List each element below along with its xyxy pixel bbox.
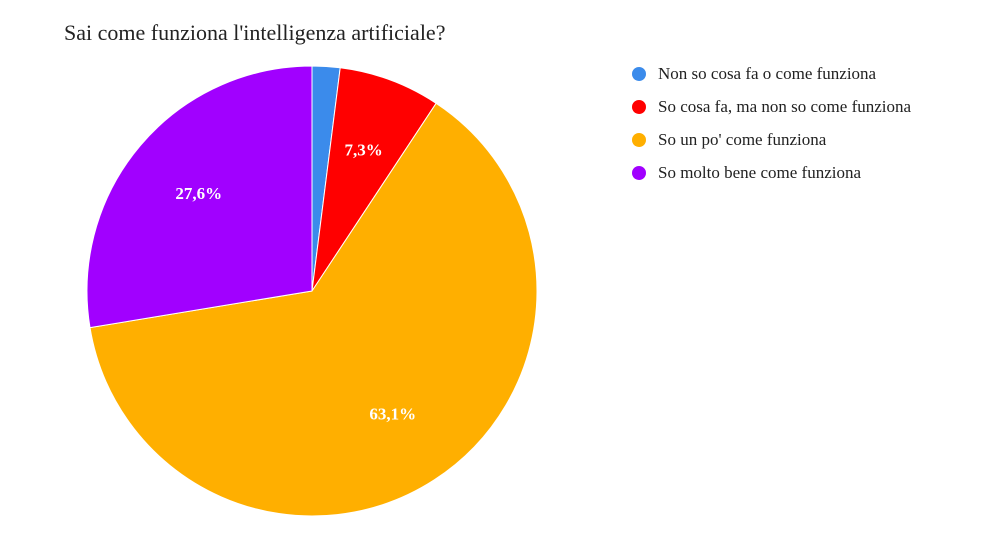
legend-dot-icon — [632, 133, 646, 147]
legend-item[interactable]: So un po' come funziona — [632, 130, 911, 150]
legend-item[interactable]: So cosa fa, ma non so come funziona — [632, 97, 911, 117]
pie-slice[interactable] — [89, 102, 538, 517]
legend-label: So un po' come funziona — [658, 130, 827, 149]
pie-slice[interactable] — [86, 65, 313, 329]
legend-label: Non so cosa fa o come funziona — [658, 64, 877, 83]
slice-data-label: 63,1% — [369, 405, 416, 424]
legend-dot-icon — [632, 100, 646, 114]
legend-dot-icon — [632, 67, 646, 81]
legend-item[interactable]: So molto bene come funziona — [632, 163, 911, 183]
pie-slice[interactable] — [311, 67, 437, 292]
slice-data-label: 7,3% — [344, 141, 382, 160]
chart-title: Sai come funziona l'intelligenza artific… — [64, 20, 446, 45]
legend-dot-icon — [632, 166, 646, 180]
slice-data-label: 27,6% — [175, 184, 222, 203]
legend-label: So cosa fa, ma non so come funziona — [658, 97, 912, 116]
legend-label: So molto bene come funziona — [658, 163, 862, 182]
legend-item[interactable]: Non so cosa fa o come funziona — [632, 64, 911, 84]
legend: Non so cosa fa o come funziona So cosa f… — [632, 64, 911, 196]
